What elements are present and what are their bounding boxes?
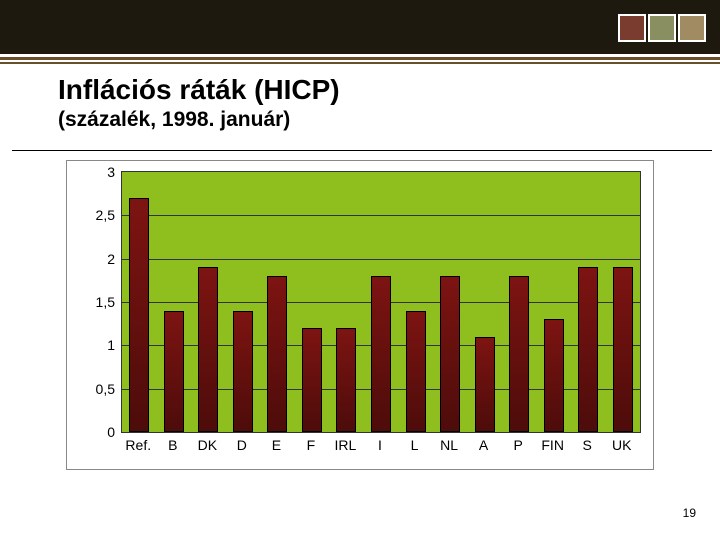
x-tick-label: FIN [535, 437, 570, 453]
bar [475, 337, 495, 432]
x-tick-label: S [570, 437, 605, 453]
y-tick-label: 2 [73, 251, 115, 267]
gridline [122, 259, 640, 260]
x-tick-label: B [156, 437, 191, 453]
chart-container: 0 0,5 1 1,5 2 2,5 3 Ref.BDKDEFIRLILNLAPFINSUK [66, 160, 654, 470]
y-tick-label: 0 [73, 424, 115, 440]
x-tick-label: A [466, 437, 501, 453]
y-tick-label: 2,5 [73, 207, 115, 223]
bar [302, 328, 322, 432]
y-tick-label: 1,5 [73, 294, 115, 310]
bar [613, 267, 633, 432]
header-underline [0, 54, 720, 64]
y-tick-label: 0,5 [73, 381, 115, 397]
bar [198, 267, 218, 432]
title-underline [12, 150, 712, 151]
bar [406, 311, 426, 432]
x-tick-label: E [259, 437, 294, 453]
y-tick-label: 3 [73, 164, 115, 180]
header-decor-square [678, 14, 706, 42]
bar [509, 276, 529, 432]
slide-title: Inflációs ráták (HICP) [58, 74, 658, 106]
x-tick-label: D [225, 437, 260, 453]
x-tick-label: F [294, 437, 329, 453]
bar [233, 311, 253, 432]
x-tick-label: Ref. [121, 437, 156, 453]
x-tick-label: I [363, 437, 398, 453]
x-tick-label: IRL [328, 437, 363, 453]
bar [267, 276, 287, 432]
x-tick-label: UK [604, 437, 639, 453]
x-tick-label: L [397, 437, 432, 453]
header-decor-square [618, 14, 646, 42]
plot-area [121, 171, 641, 433]
header-bar [0, 0, 720, 54]
bar [440, 276, 460, 432]
gridline [122, 215, 640, 216]
slide-subtitle: (százalék, 1998. január) [58, 108, 658, 132]
x-tick-label: NL [432, 437, 467, 453]
bar [371, 276, 391, 432]
header-decor-square [648, 14, 676, 42]
bar [129, 198, 149, 432]
y-tick-label: 1 [73, 337, 115, 353]
bar [336, 328, 356, 432]
x-tick-label: DK [190, 437, 225, 453]
page-number: 19 [683, 506, 696, 520]
x-tick-label: P [501, 437, 536, 453]
bar [544, 319, 564, 432]
bar [164, 311, 184, 432]
bar [578, 267, 598, 432]
